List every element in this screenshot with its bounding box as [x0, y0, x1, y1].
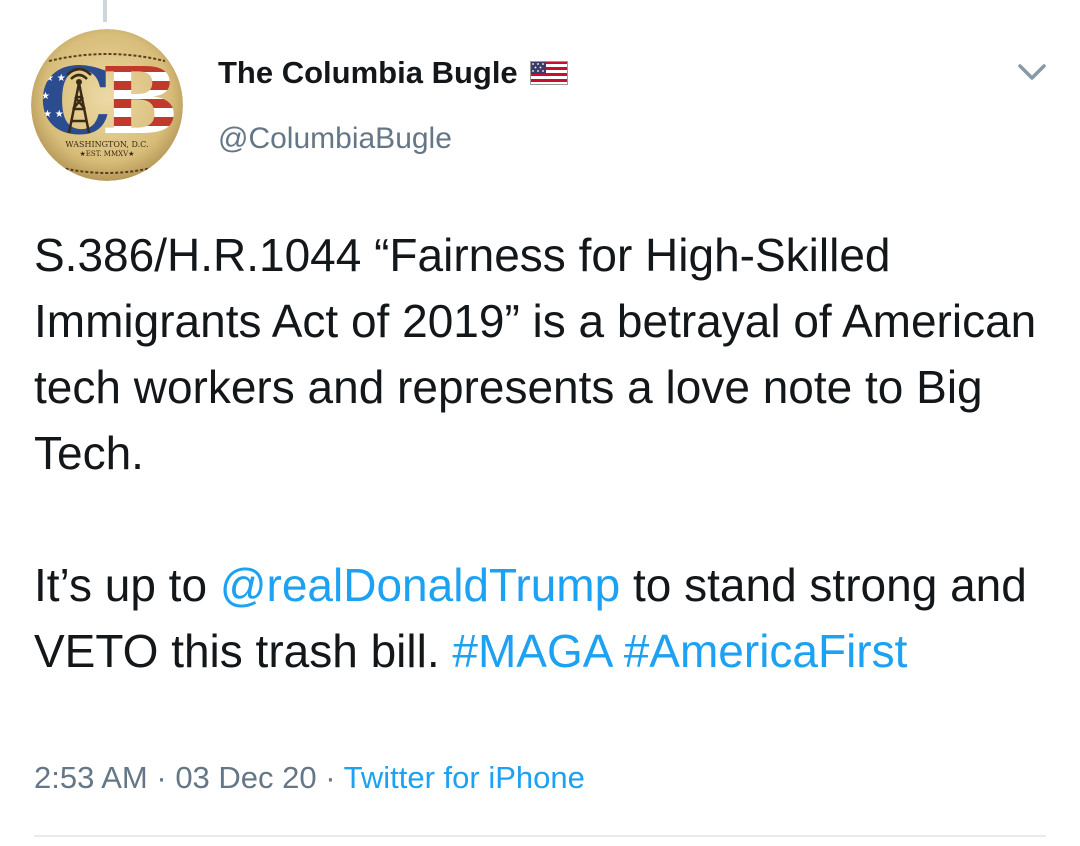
divider [34, 835, 1046, 837]
svg-text:★ ★: ★ ★ [45, 73, 66, 84]
mention-link[interactable]: @realDonaldTrump [219, 559, 621, 611]
svg-text:★: ★ [41, 91, 50, 102]
chevron-down-icon[interactable] [1012, 56, 1052, 88]
user-display-name[interactable]: The Columbia Bugle [218, 55, 568, 91]
hashtag-link-maga[interactable]: #MAGA [452, 625, 611, 677]
tweet-date[interactable]: 03 Dec 20 [175, 760, 317, 795]
tweet-source-link[interactable]: Twitter for iPhone [343, 760, 585, 795]
display-name-text: The Columbia Bugle [218, 55, 518, 90]
tweet-paragraph-2: It’s up to @realDonaldTrump to stand str… [34, 552, 1044, 684]
avatar-logo-image: B C ★ ★ ★ ★ ★ [31, 29, 183, 181]
meta-separator: · [147, 760, 176, 795]
tweet-text-segment: to stand strong and VETO this trash bill… [34, 559, 1027, 677]
thread-connector-line [103, 0, 107, 22]
meta-separator: · [316, 760, 344, 795]
hashtag-link-americafirst[interactable]: #AmericaFirst [623, 625, 908, 677]
avatar[interactable]: B C ★ ★ ★ ★ ★ [31, 29, 183, 181]
tweet-time[interactable]: 2:53 AM [34, 760, 148, 795]
tweet-body: S.386/H.R.1044 “Fairness for High-Skille… [34, 222, 1044, 684]
svg-text:★ ★: ★ ★ [43, 109, 64, 120]
avatar-caption-line1: WASHINGTON, D.C. [65, 140, 148, 149]
tweet-paragraph-1: S.386/H.R.1044 “Fairness for High-Skille… [34, 229, 1037, 479]
paragraph-spacer [34, 486, 1044, 552]
tweet-metadata: 2:53 AM · 03 Dec 20 · Twitter for iPhone [34, 760, 585, 796]
avatar-caption-line2: ★EST. MMXV★ [80, 150, 135, 158]
user-handle[interactable]: @ColumbiaBugle [218, 122, 452, 155]
tweet-text-segment: It’s up to [34, 559, 220, 611]
us-flag-icon [529, 61, 568, 85]
